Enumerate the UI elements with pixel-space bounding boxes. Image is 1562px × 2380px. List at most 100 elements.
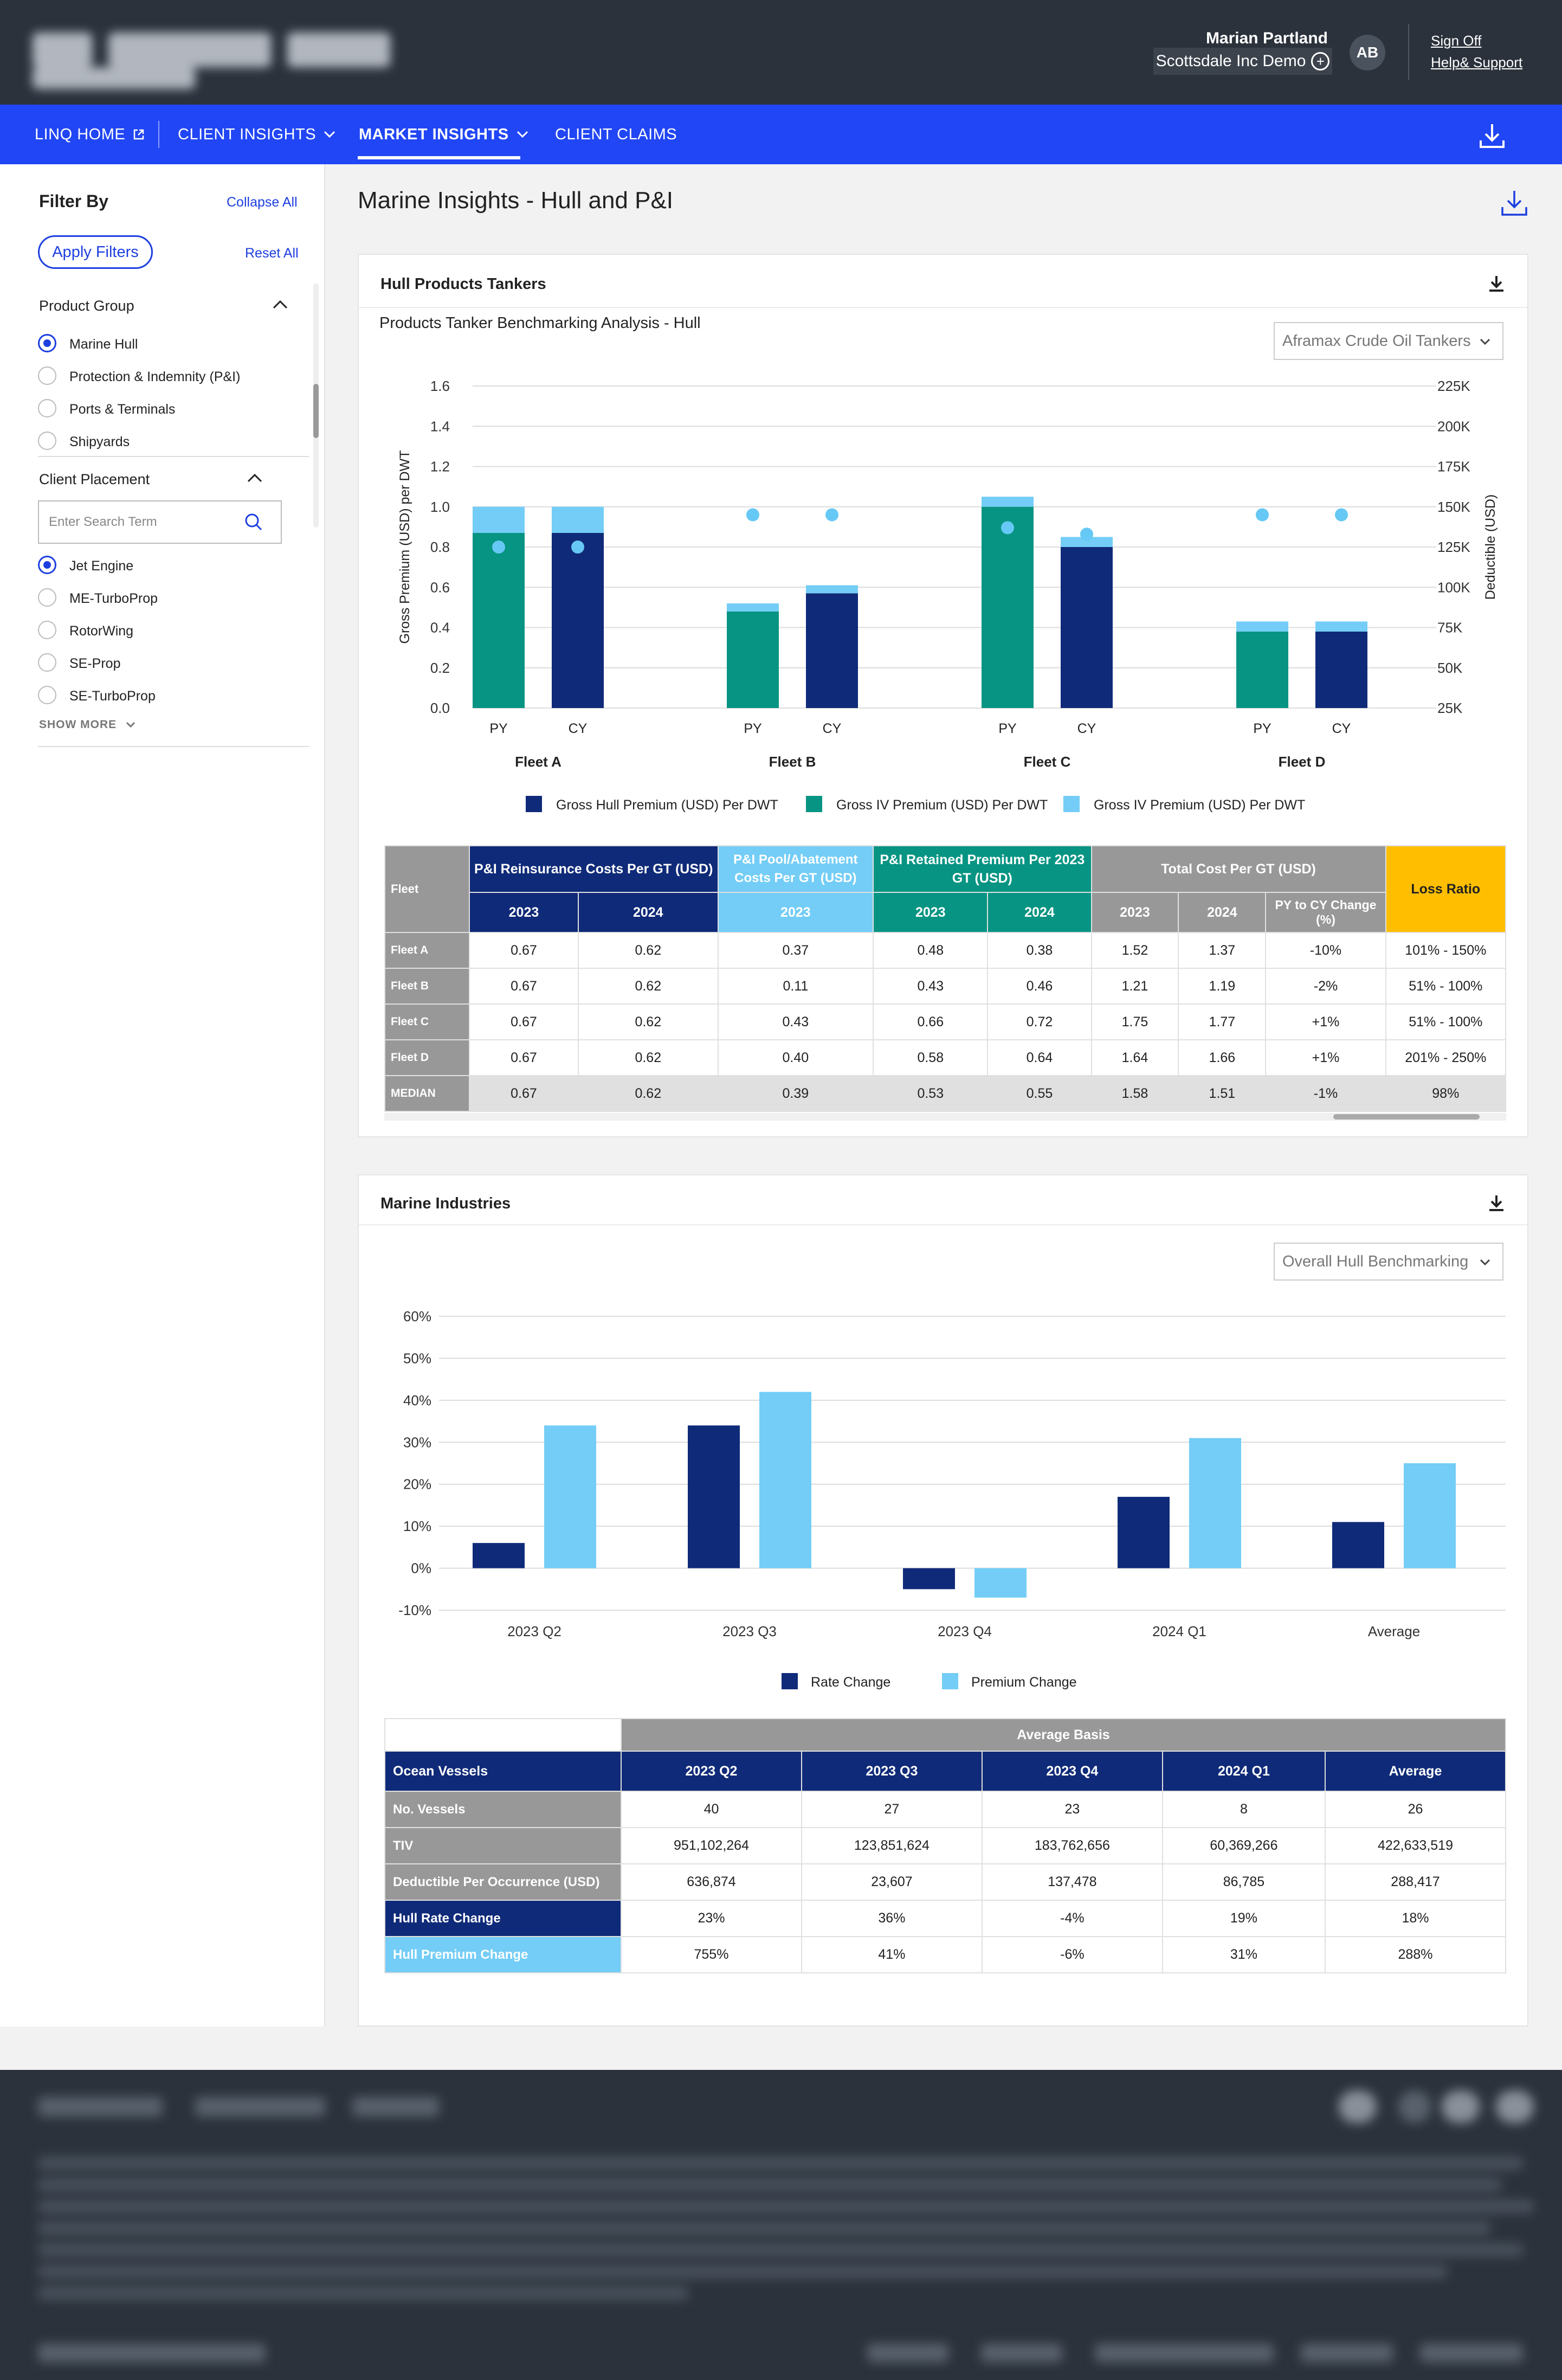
table-cell: 137,478 [981, 1863, 1163, 1901]
table-scroll-thumb[interactable] [1333, 1114, 1480, 1120]
help-support-link[interactable]: Help& Support [1431, 54, 1523, 70]
radio-ports-terminals[interactable] [38, 399, 56, 417]
table-cell: 23% [621, 1900, 802, 1937]
reset-all-link[interactable]: Reset All [245, 246, 299, 261]
bar[interactable] [903, 1568, 955, 1590]
row-header-title: Ocean Vessels [384, 1751, 622, 1792]
row-label: Hull Rate Change [384, 1900, 622, 1937]
deductible-point[interactable] [746, 508, 759, 522]
nav-client-insights[interactable]: CLIENT INSIGHTS [178, 105, 335, 164]
bar-base[interactable] [473, 533, 525, 708]
bar[interactable] [974, 1568, 1027, 1598]
column-header: 2024 Q1 [1161, 1751, 1326, 1792]
show-more-link[interactable]: SHOW MORE [39, 718, 135, 731]
download-icon[interactable] [1500, 189, 1528, 217]
radio-se-turboprop[interactable] [38, 686, 56, 704]
bar-top[interactable] [1315, 621, 1367, 632]
table-cell: 288,417 [1324, 1863, 1507, 1901]
bar[interactable] [1118, 1496, 1170, 1568]
bar[interactable] [1404, 1463, 1456, 1568]
apply-filters-button[interactable]: Apply Filters [38, 235, 153, 269]
fleet-cell: MEDIAN [384, 1075, 470, 1112]
download-icon[interactable] [1487, 274, 1506, 293]
radio-me-turboprop[interactable] [38, 588, 56, 607]
nav-linq-home[interactable]: LINQ HOME [35, 105, 145, 164]
brand-logo[interactable] [33, 33, 564, 89]
deductible-point[interactable] [1080, 528, 1093, 541]
show-more-label: SHOW MORE [39, 718, 117, 731]
deductible-point[interactable] [825, 508, 838, 522]
group-header-reinsurance: P&I Reinsurance Costs Per GT (USD) [468, 845, 719, 893]
search-icon[interactable] [243, 511, 264, 533]
chevron-up-icon[interactable] [247, 470, 263, 486]
radio-shipyards[interactable] [38, 432, 56, 450]
deductible-point[interactable] [492, 541, 505, 554]
radio-p-and-i[interactable] [38, 366, 56, 385]
chevron-up-icon[interactable] [272, 297, 288, 313]
row-label: TIV [384, 1827, 622, 1864]
bar-base[interactable] [1236, 631, 1288, 708]
x-tick-label: 2023 Q2 [507, 1623, 561, 1639]
card-divider [359, 1224, 1527, 1225]
bar[interactable] [1332, 1522, 1384, 1568]
deductible-point[interactable] [1335, 508, 1348, 522]
y2-tick-label: 75K [1437, 620, 1463, 636]
bar-top[interactable] [727, 603, 779, 612]
sub-header: 2024 [987, 892, 1092, 933]
search-input[interactable]: Enter Search Term [38, 500, 282, 544]
bar-base[interactable] [1315, 631, 1367, 708]
bar-top[interactable] [806, 585, 858, 594]
nav-market-insights[interactable]: MARKET INSIGHTS [359, 105, 528, 164]
download-icon[interactable] [1487, 1194, 1506, 1212]
x-sub-label: CY [823, 721, 842, 736]
radio-se-prop[interactable] [38, 653, 56, 672]
y2-tick-label: 125K [1437, 539, 1470, 555]
table-cell: 0.43 [873, 968, 989, 1005]
table-cell: 183,762,656 [981, 1827, 1163, 1864]
avatar[interactable]: AB [1350, 35, 1385, 70]
deductible-point[interactable] [571, 541, 584, 554]
add-client-icon[interactable]: + [1311, 52, 1330, 70]
bar-top[interactable] [1061, 537, 1113, 547]
y-tick-label: 0.8 [430, 539, 450, 555]
sub-header: 2024 [578, 892, 719, 933]
fleet-type-dropdown[interactable]: Aframax Crude Oil Tankers [1274, 322, 1503, 360]
sidebar-scroll-thumb[interactable] [313, 384, 319, 438]
table-cell: 101% - 150% [1385, 932, 1507, 969]
card-title: Marine Industries [380, 1195, 511, 1212]
table-row: Hull Rate Change 23% 36% -4% 19% 18% [384, 1900, 1507, 1937]
bar-base[interactable] [727, 611, 779, 708]
bar-base[interactable] [1061, 547, 1113, 708]
collapse-all-link[interactable]: Collapse All [227, 195, 298, 210]
deductible-point[interactable] [1001, 521, 1014, 535]
table-scrollbar[interactable] [384, 1113, 1506, 1121]
bar-base[interactable] [806, 593, 858, 708]
bar[interactable] [544, 1425, 596, 1568]
download-icon[interactable] [1477, 121, 1507, 150]
client-selector[interactable]: Scottsdale Inc Demo + [1153, 48, 1332, 75]
nav-client-claims[interactable]: CLIENT CLAIMS [555, 105, 677, 164]
bar-top[interactable] [552, 506, 604, 533]
bar-base[interactable] [552, 533, 604, 708]
x-tick-label: Average [1368, 1623, 1420, 1639]
bar[interactable] [688, 1425, 740, 1568]
sign-off-link[interactable]: Sign Off [1431, 33, 1482, 49]
header-divider [1408, 24, 1409, 80]
option-label: ME-TurboProp [69, 591, 158, 606]
radio-rotorwing[interactable] [38, 621, 56, 639]
bar-top[interactable] [473, 506, 525, 533]
y-tick-label: 50% [403, 1350, 431, 1366]
table-cell: 1.21 [1090, 968, 1179, 1005]
bar-base[interactable] [982, 506, 1034, 708]
bar-top[interactable] [982, 497, 1034, 507]
bar[interactable] [1189, 1438, 1241, 1568]
deductible-point[interactable] [1256, 508, 1269, 522]
bar[interactable] [473, 1543, 525, 1568]
radio-marine-hull[interactable] [38, 334, 56, 352]
column-header: Average [1324, 1751, 1507, 1792]
bar[interactable] [759, 1392, 811, 1568]
bar-top[interactable] [1236, 621, 1288, 632]
y-tick-label: 0.0 [430, 700, 450, 716]
radio-jet-engine[interactable] [38, 556, 56, 574]
benchmark-dropdown[interactable]: Overall Hull Benchmarking [1274, 1243, 1503, 1281]
